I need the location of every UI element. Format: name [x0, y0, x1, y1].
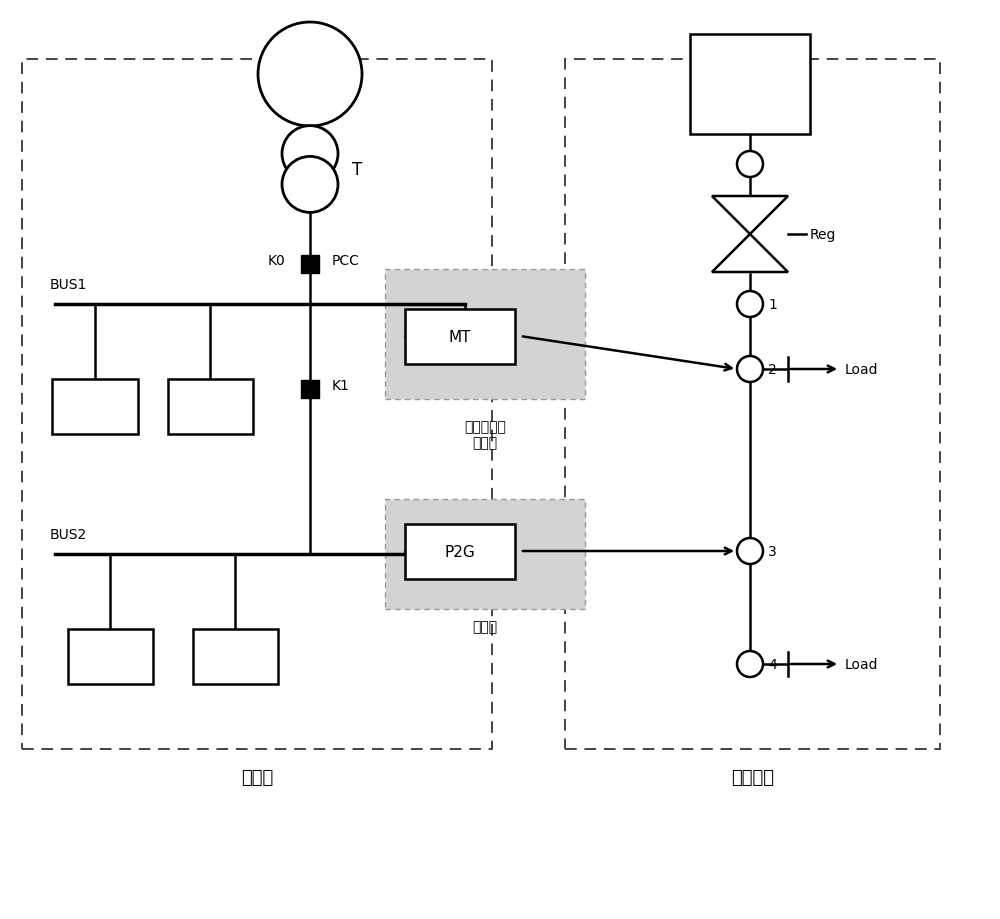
Text: K0: K0 — [267, 254, 285, 267]
Circle shape — [737, 539, 763, 564]
Text: 配电
网: 配电 网 — [302, 60, 318, 90]
Circle shape — [737, 291, 763, 318]
Text: 负载: 负载 — [202, 400, 218, 414]
Text: Load: Load — [845, 657, 878, 671]
Text: 2: 2 — [768, 363, 777, 377]
Text: Reg: Reg — [810, 228, 836, 242]
Polygon shape — [712, 234, 788, 273]
Text: 电转气: 电转气 — [472, 619, 498, 633]
Bar — [168, 380, 252, 435]
Circle shape — [737, 652, 763, 677]
Text: MT: MT — [449, 330, 471, 345]
Text: 3: 3 — [768, 544, 777, 559]
Text: Load: Load — [845, 363, 878, 377]
Bar — [385, 269, 585, 400]
Text: 1: 1 — [768, 298, 777, 312]
Polygon shape — [712, 197, 788, 234]
Text: 微电网: 微电网 — [241, 768, 273, 786]
Bar — [192, 630, 278, 685]
Text: K1: K1 — [332, 379, 350, 392]
Bar — [301, 380, 319, 399]
Circle shape — [737, 357, 763, 382]
Text: 微型燃气轮
机发电: 微型燃气轮 机发电 — [464, 420, 506, 449]
Bar — [52, 380, 138, 435]
Bar — [68, 630, 152, 685]
Text: 天然气网: 天然气网 — [731, 768, 774, 786]
Text: T: T — [352, 161, 362, 179]
Circle shape — [282, 127, 338, 182]
Circle shape — [282, 157, 338, 213]
Text: ESS: ESS — [82, 400, 108, 414]
Bar — [690, 35, 810, 135]
Text: PCC: PCC — [332, 254, 360, 267]
Circle shape — [737, 152, 763, 177]
Bar — [405, 310, 515, 365]
Circle shape — [258, 23, 362, 127]
Bar — [405, 525, 515, 579]
Bar — [385, 499, 585, 609]
Text: BUS1: BUS1 — [50, 278, 87, 291]
Text: BUS2: BUS2 — [50, 528, 87, 541]
Text: 4: 4 — [768, 657, 777, 671]
Text: DG: DG — [224, 650, 246, 664]
Text: 天然气
网络: 天然气 网络 — [737, 70, 763, 100]
Bar — [301, 255, 319, 274]
Bar — [22, 60, 492, 749]
Bar — [565, 60, 940, 749]
Text: 负载: 负载 — [102, 650, 118, 664]
Text: P2G: P2G — [445, 544, 475, 560]
